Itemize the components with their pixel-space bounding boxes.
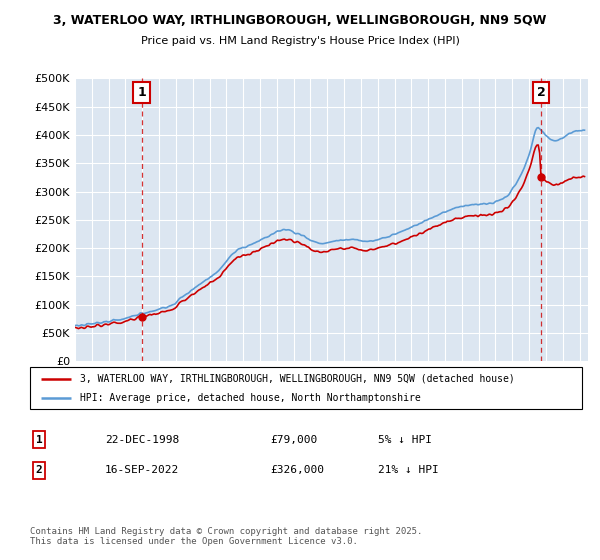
Text: £326,000: £326,000 — [270, 465, 324, 475]
Text: 3, WATERLOO WAY, IRTHLINGBOROUGH, WELLINGBOROUGH, NN9 5QW: 3, WATERLOO WAY, IRTHLINGBOROUGH, WELLIN… — [53, 14, 547, 27]
Text: 1: 1 — [35, 435, 43, 445]
Text: 2: 2 — [35, 465, 43, 475]
Text: 16-SEP-2022: 16-SEP-2022 — [105, 465, 179, 475]
Text: £79,000: £79,000 — [270, 435, 317, 445]
Text: 22-DEC-1998: 22-DEC-1998 — [105, 435, 179, 445]
Text: 2: 2 — [536, 86, 545, 99]
Text: Price paid vs. HM Land Registry's House Price Index (HPI): Price paid vs. HM Land Registry's House … — [140, 36, 460, 46]
Text: Contains HM Land Registry data © Crown copyright and database right 2025.
This d: Contains HM Land Registry data © Crown c… — [30, 526, 422, 546]
Text: 3, WATERLOO WAY, IRTHLINGBOROUGH, WELLINGBOROUGH, NN9 5QW (detached house): 3, WATERLOO WAY, IRTHLINGBOROUGH, WELLIN… — [80, 374, 514, 384]
Text: 1: 1 — [137, 86, 146, 99]
Text: 21% ↓ HPI: 21% ↓ HPI — [378, 465, 439, 475]
FancyBboxPatch shape — [30, 367, 582, 409]
Text: HPI: Average price, detached house, North Northamptonshire: HPI: Average price, detached house, Nort… — [80, 393, 421, 403]
Text: 5% ↓ HPI: 5% ↓ HPI — [378, 435, 432, 445]
